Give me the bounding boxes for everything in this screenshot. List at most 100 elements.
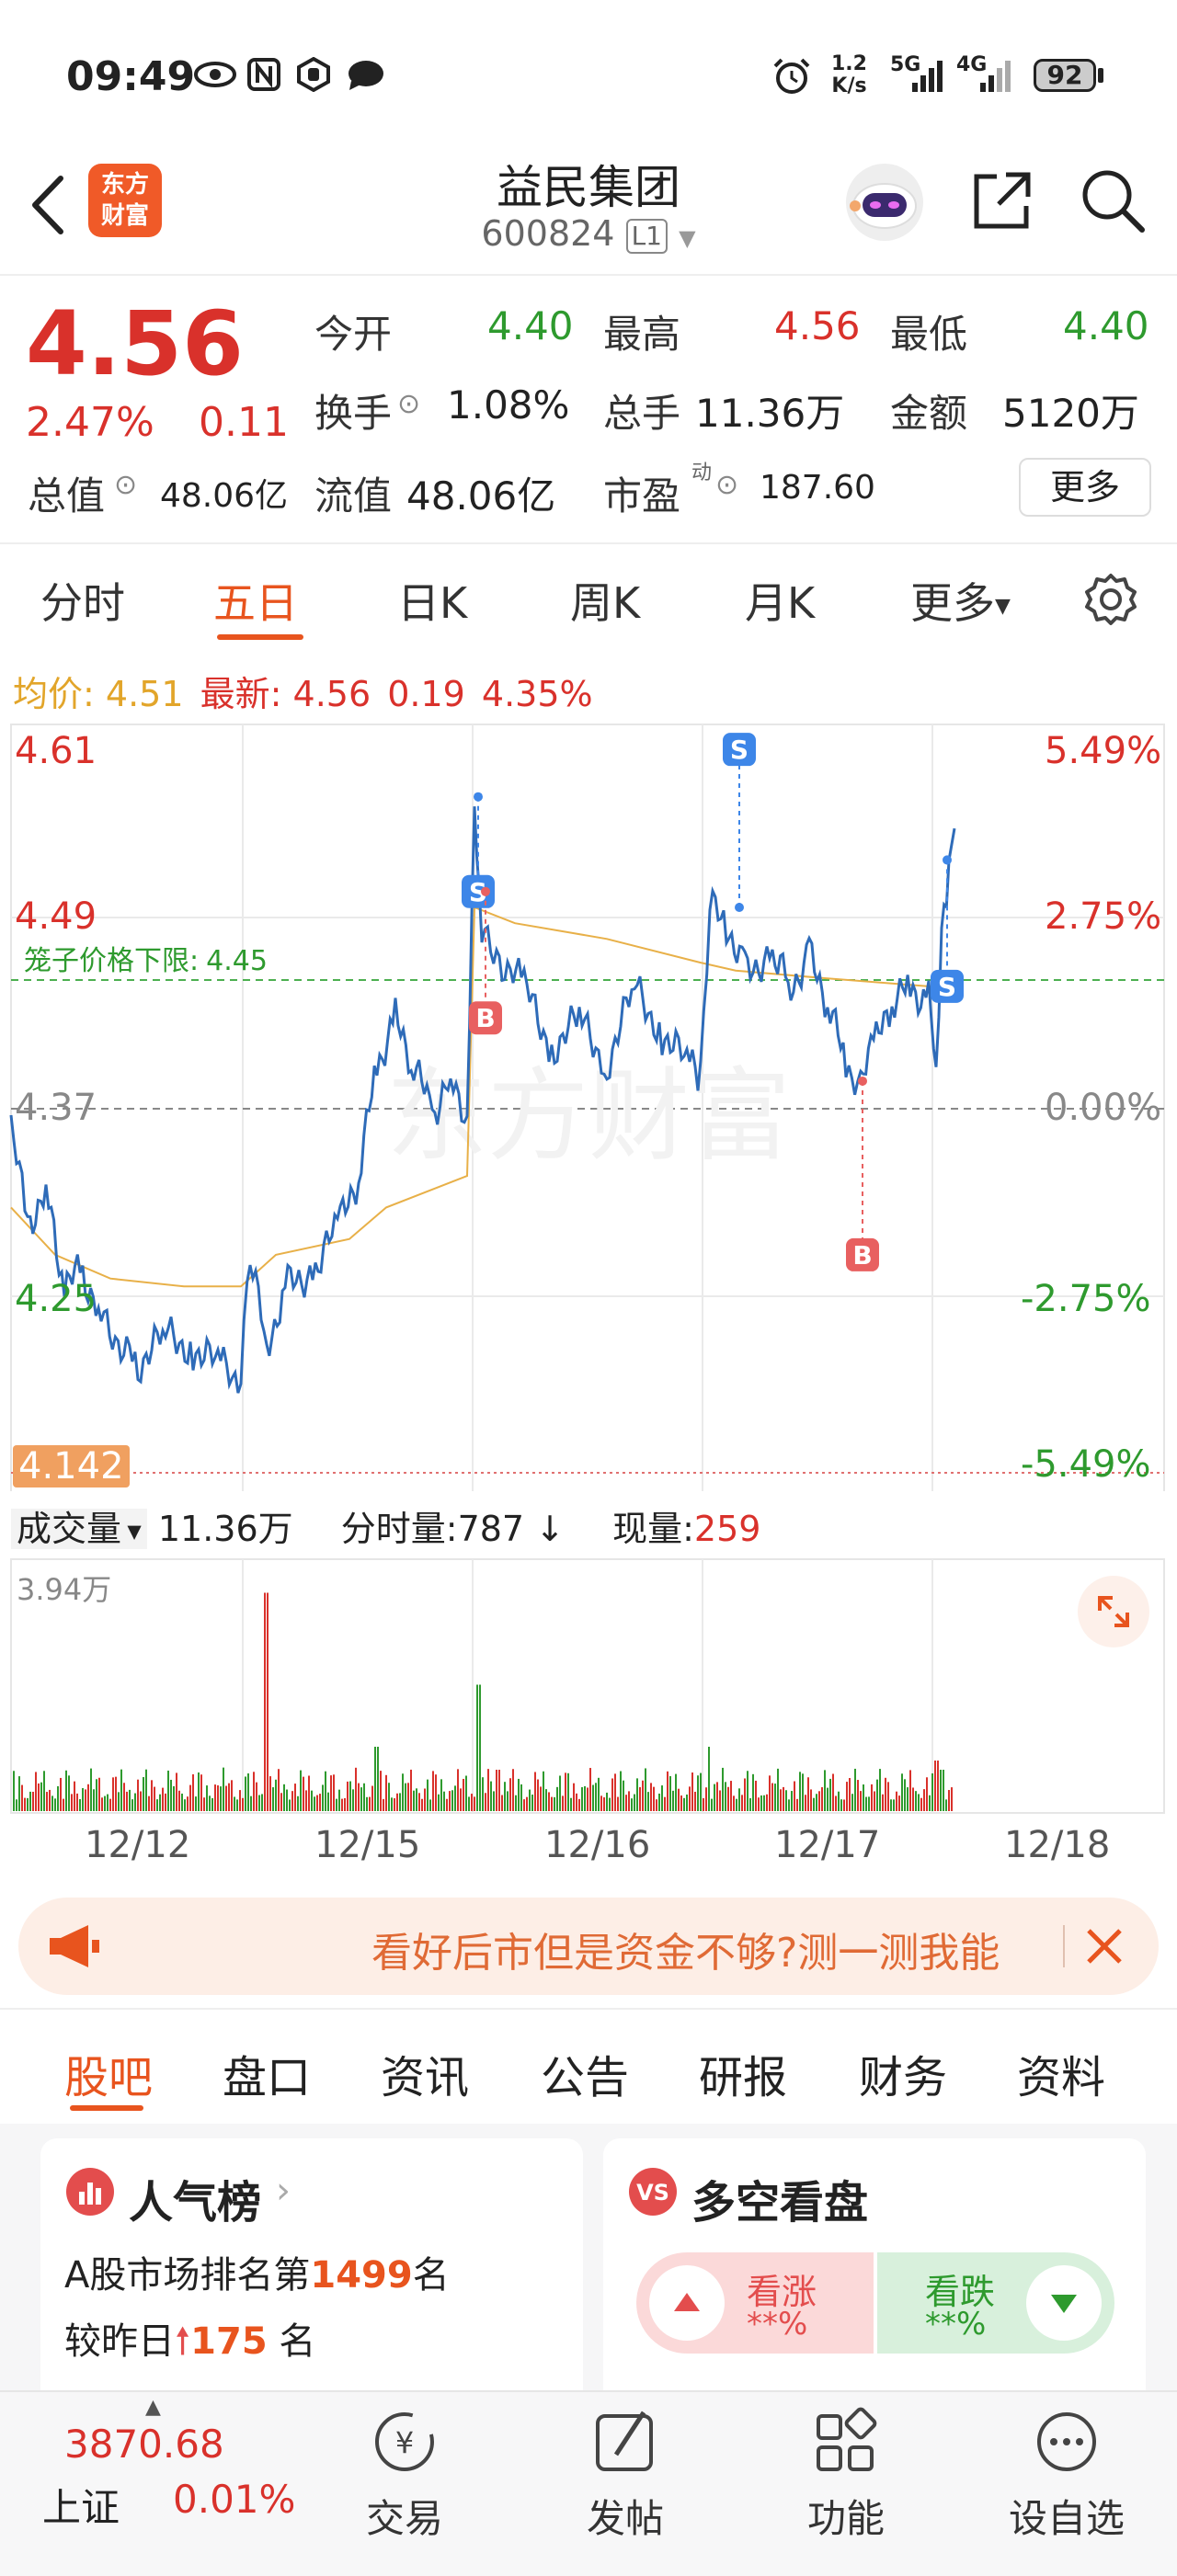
edit-icon — [596, 2411, 653, 2471]
volume-bar — [140, 1791, 142, 1811]
tab-monthly-k[interactable]: 月K — [745, 578, 816, 628]
nav-post[interactable]: 发帖 — [543, 2392, 708, 2544]
volume-bar — [269, 1776, 271, 1811]
tab-weekly-k[interactable]: 周K — [570, 578, 641, 628]
volume-bar — [184, 1799, 186, 1811]
tab-announcements[interactable]: 公告 — [541, 2052, 630, 2103]
sentiment-card[interactable]: VS 多空看盘 看涨 **% 看跌 **% — [603, 2138, 1146, 2390]
tab-financials[interactable]: 财务 — [859, 2052, 948, 2103]
volume-bar — [636, 1778, 638, 1811]
volume-bar — [926, 1777, 928, 1811]
volume-bar — [101, 1797, 103, 1811]
tab-more[interactable]: 更多▼ — [910, 578, 1011, 628]
tab-profile[interactable]: 资料 — [1017, 2052, 1106, 2103]
svg-text:¥: ¥ — [395, 2425, 414, 2460]
rank-change-line: 较昨日🠕175 名 — [64, 2320, 316, 2363]
volume-bar — [322, 1784, 324, 1811]
open-label: 今开 — [314, 312, 393, 357]
app-logo[interactable]: 东方 财富 — [88, 164, 162, 237]
back-icon[interactable] — [26, 173, 70, 237]
volume-bar — [129, 1789, 131, 1811]
info-dots-icon[interactable]: ⊙ — [397, 388, 421, 420]
volume-bar — [300, 1770, 302, 1811]
share-icon[interactable] — [969, 167, 1035, 234]
volume-bar — [774, 1784, 776, 1811]
volume-bar — [18, 1776, 20, 1811]
y-tick-right-1: 2.75% — [1045, 895, 1162, 938]
volume-chart[interactable] — [0, 1557, 1177, 1815]
volume-bar — [794, 1781, 795, 1811]
tab-forum[interactable]: 股吧 — [64, 2052, 154, 2103]
volume-bar — [223, 1767, 224, 1811]
tab-five-day[interactable]: 五日 — [213, 578, 298, 628]
volume-bar — [21, 1784, 23, 1811]
volume-bar — [907, 1787, 908, 1811]
bear-value: **% — [925, 2306, 987, 2342]
chevron-right-icon: › — [276, 2170, 291, 2212]
volume-bar — [98, 1777, 100, 1811]
volume-bar — [796, 1798, 798, 1811]
five-day-price-chart[interactable]: 东方财富 S B S B S — [0, 719, 1177, 1491]
volume-selector[interactable]: 成交量 ▼ — [11, 1509, 147, 1549]
volume-bar — [945, 1799, 947, 1811]
volume-bar — [421, 1798, 423, 1811]
bear-button[interactable]: 看跌 **% — [877, 2252, 1114, 2354]
volume-bar — [181, 1793, 183, 1811]
market-cap-label: 总值 — [28, 473, 106, 519]
tab-daily-k[interactable]: 日K — [397, 578, 468, 628]
volume-max-label: 3.94万 — [17, 1572, 112, 1607]
tab-research[interactable]: 研报 — [699, 2052, 788, 2103]
volume-bar — [363, 1783, 365, 1811]
volume-bar — [90, 1768, 92, 1811]
settings-gear-icon[interactable] — [1083, 572, 1138, 627]
volume-bar — [316, 1795, 318, 1811]
nav-add-watchlist[interactable]: 设自选 — [984, 2392, 1149, 2544]
close-icon[interactable] — [1083, 1925, 1126, 1967]
volume-bar — [680, 1795, 682, 1811]
info-dots-icon[interactable]: ⊙ — [114, 469, 138, 501]
volume-bar — [118, 1792, 120, 1811]
x-tick-2: 12/16 — [544, 1824, 651, 1866]
tab-intraday[interactable]: 分时 — [40, 578, 125, 628]
y-tick-left-4: 4.142 — [13, 1445, 130, 1487]
volume-bar — [217, 1785, 219, 1811]
volume-bar — [371, 1785, 373, 1811]
volume-bar — [396, 1793, 398, 1811]
volume-label: 总手 — [603, 391, 681, 436]
volume-bar — [675, 1773, 677, 1811]
volume-bar — [391, 1797, 393, 1811]
volume-bar — [225, 1785, 227, 1811]
promo-banner[interactable]: 看好后市但是资金不够?测一测我能 — [18, 1898, 1159, 1995]
volume-bar — [791, 1791, 793, 1811]
volume-bar — [380, 1771, 382, 1811]
bull-button[interactable]: 看涨 **% — [636, 2252, 874, 2354]
grid-icon — [817, 2407, 877, 2471]
volume-bar — [143, 1777, 144, 1811]
volume-bar — [360, 1787, 362, 1811]
volume-bar — [336, 1798, 337, 1811]
popularity-card[interactable]: 人气榜 › A股市场排名第1499名 较昨日🠕175 名 — [40, 2138, 583, 2390]
chat-icon — [349, 61, 383, 90]
volume-bar — [827, 1787, 828, 1811]
tab-order-book[interactable]: 盘口 — [223, 2052, 312, 2103]
info-dots-icon[interactable]: ⊙ — [715, 469, 739, 501]
index-ticker[interactable]: ▲ 3870.68 上证 0.01% — [18, 2392, 313, 2576]
volume-bar — [920, 1797, 922, 1811]
volume-bar — [374, 1747, 376, 1811]
volume-bar — [443, 1791, 445, 1811]
stock-code-row[interactable]: 600824 L1 ▼ — [405, 213, 772, 254]
more-button[interactable]: 更多 — [1019, 458, 1151, 517]
nav-trade[interactable]: ¥ 交易 — [322, 2392, 487, 2544]
search-icon[interactable] — [1078, 165, 1148, 235]
volume-bar — [471, 1794, 473, 1811]
nav-functions[interactable]: 功能 — [763, 2392, 929, 2544]
volume-bar — [294, 1784, 296, 1811]
tab-news[interactable]: 资讯 — [381, 2052, 470, 2103]
volume-bar — [807, 1777, 809, 1811]
volume-bar — [628, 1791, 630, 1811]
volume-bar — [918, 1794, 920, 1811]
volume-bar — [272, 1787, 274, 1811]
expand-button[interactable] — [1078, 1576, 1149, 1647]
volume-bar — [647, 1792, 649, 1811]
robot-assistant-icon[interactable] — [842, 160, 927, 245]
